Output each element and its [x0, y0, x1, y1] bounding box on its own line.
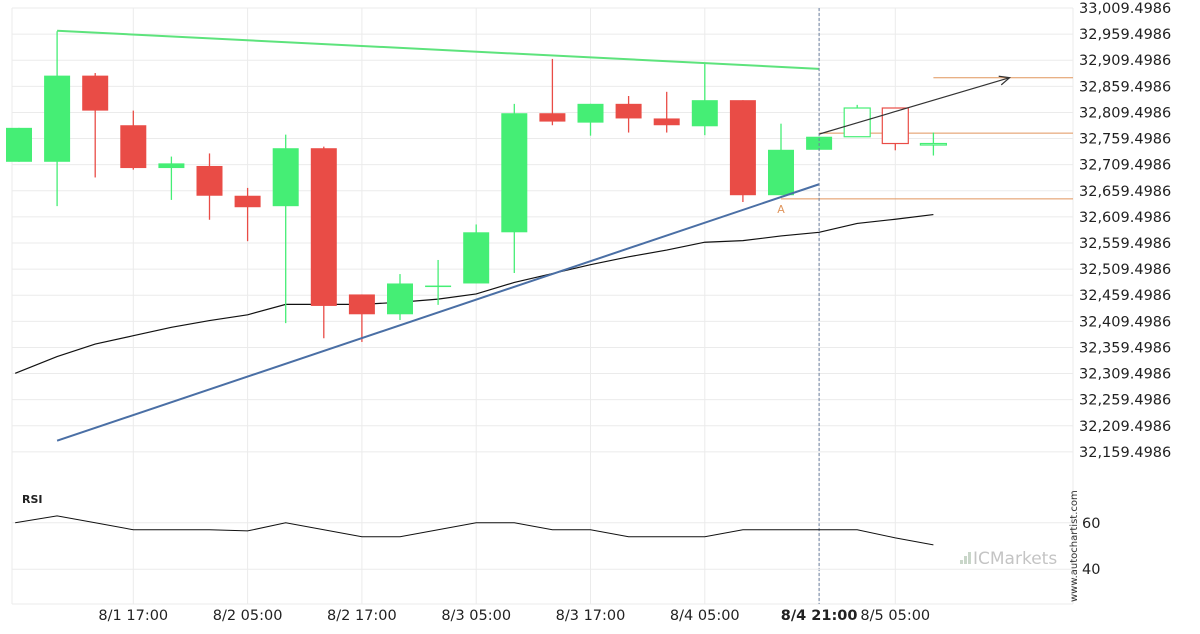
candle	[919, 132, 948, 156]
price-tick-label: 32,759.4986	[1079, 132, 1171, 148]
candle-body	[691, 100, 718, 127]
candle	[6, 127, 32, 162]
support-line	[56, 183, 820, 442]
logo-bar-icon	[964, 556, 967, 564]
candle-body	[577, 103, 604, 123]
candle-body	[82, 75, 109, 111]
price-tick-label: 32,659.4986	[1079, 184, 1171, 200]
candle	[501, 103, 528, 274]
price-tick-label: 32,559.4986	[1079, 236, 1171, 252]
rsi-title: RSI	[22, 493, 43, 506]
time-tick-label: 8/3 05:00	[441, 608, 511, 624]
candle-body	[919, 142, 948, 146]
candle-body	[463, 232, 490, 284]
rsi-panel: RSI 60 40	[12, 493, 1100, 578]
price-tick-label: 32,909.4986	[1079, 53, 1171, 69]
logo-bar-icon	[960, 560, 963, 564]
price-tick-label: 32,359.4986	[1079, 340, 1171, 356]
time-tick-label: 8/1 17:00	[98, 608, 168, 624]
grid	[11, 7, 1074, 605]
candle-body	[881, 107, 909, 145]
candle-body	[158, 163, 185, 169]
candle	[234, 187, 261, 242]
candle	[539, 58, 566, 126]
candle-body	[653, 118, 680, 126]
candle	[615, 95, 642, 133]
brand-logo: ICMarkets	[960, 549, 1057, 569]
time-tick-label: 8/4 21:00	[781, 608, 858, 624]
projection-arrow-line	[818, 77, 1010, 135]
price-tick-label: 32,409.4986	[1079, 314, 1171, 330]
candle	[768, 123, 794, 196]
candle	[425, 259, 452, 305]
candle-body	[6, 127, 32, 162]
candle	[120, 110, 147, 170]
candle	[653, 91, 680, 133]
moving-average	[14, 213, 934, 374]
candles	[6, 31, 948, 342]
pattern-point-label: A	[777, 203, 785, 216]
rsi-line	[15, 515, 934, 546]
candle-body	[501, 113, 528, 233]
logo-bar-icon	[968, 552, 971, 564]
rsi-tick-label: 40	[1082, 562, 1100, 578]
price-tick-label: 32,859.4986	[1079, 79, 1171, 95]
price-tick-label: 32,209.4986	[1079, 419, 1171, 435]
price-axis: 33,009.4986 32,959.4986 32,909.4986 32,859.…	[1079, 1, 1171, 461]
resistance-line	[57, 29, 820, 70]
time-tick-label: 8/4 05:00	[670, 608, 740, 624]
candle-body	[196, 165, 223, 196]
candle-body	[348, 294, 375, 315]
annotations: A	[777, 8, 820, 604]
candle-body	[234, 195, 261, 208]
candle	[387, 274, 413, 321]
candle-body	[615, 103, 642, 119]
candle	[729, 100, 756, 203]
candle-body	[272, 148, 299, 207]
price-tick-label: 32,709.4986	[1079, 158, 1171, 174]
candle-body	[729, 100, 756, 196]
time-tick-label: 8/2 05:00	[213, 608, 283, 624]
moving-average-line	[14, 213, 934, 374]
candle-body	[539, 113, 566, 122]
watermark: ICMarkets www.autochartist.com	[960, 490, 1080, 602]
pattern-lines	[56, 29, 1012, 442]
candle	[310, 146, 337, 339]
candle	[463, 224, 490, 284]
price-tick-label: 32,259.4986	[1079, 393, 1171, 409]
price-tick-label: 32,609.4986	[1079, 210, 1171, 226]
price-tick-label: 32,509.4986	[1079, 262, 1171, 278]
projection-arrow-head	[998, 75, 1012, 86]
price-tick-label: 32,309.4986	[1079, 367, 1171, 383]
time-tick-label: 8/3 17:00	[556, 608, 626, 624]
time-tick-label: 8/5 05:00	[860, 608, 930, 624]
candle	[843, 104, 871, 138]
brand-name: ICMarkets	[973, 549, 1057, 569]
candle	[348, 294, 375, 342]
candle-body	[425, 285, 452, 288]
candle	[82, 73, 109, 178]
candle	[691, 63, 718, 136]
candle-body	[310, 148, 337, 306]
candle-body	[768, 149, 794, 196]
candle-body	[120, 125, 147, 169]
rsi-tick-label: 60	[1082, 516, 1100, 532]
time-tick-label: 8/2 17:00	[327, 608, 397, 624]
time-axis: 8/1 17:00 8/2 05:00 8/2 17:00 8/3 05:00 8/3 …	[98, 608, 930, 624]
candle	[158, 156, 185, 200]
candle	[577, 103, 604, 136]
candle-body	[44, 75, 71, 162]
price-tick-label: 33,009.4986	[1079, 1, 1171, 17]
site-watermark: www.autochartist.com	[1069, 490, 1080, 602]
price-tick-label: 32,159.4986	[1079, 445, 1171, 461]
price-tick-label: 32,459.4986	[1079, 288, 1171, 304]
price-tick-label: 32,959.4986	[1079, 27, 1171, 43]
candle-body	[387, 283, 413, 315]
candle	[196, 153, 223, 220]
candle	[272, 134, 299, 324]
candle	[44, 31, 71, 207]
price-tick-label: 32,809.4986	[1079, 105, 1171, 121]
